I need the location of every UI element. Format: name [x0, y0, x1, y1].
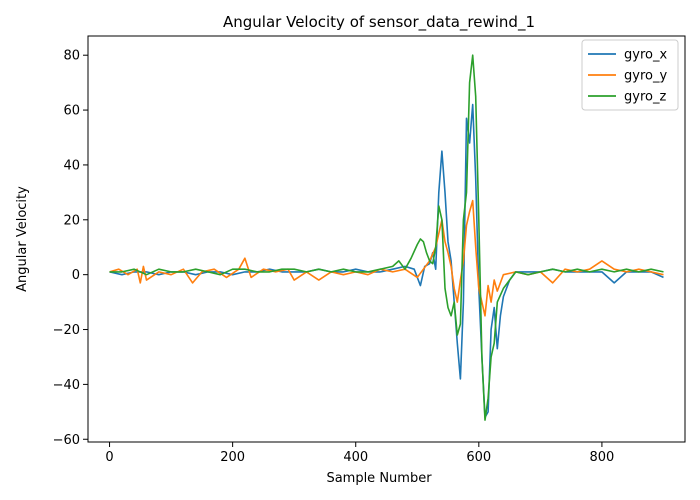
x-axis-label: Sample Number: [326, 471, 432, 486]
y-axis-label: Angular Velocity: [15, 186, 30, 292]
y-tick-label: 80: [63, 49, 80, 64]
y-tick-label: 20: [63, 213, 80, 228]
y-axis: −60 −40 −20 0 20 40 60 80: [53, 49, 88, 448]
legend-label-gyro-x: gyro_x: [624, 48, 667, 63]
legend: gyro_x gyro_y gyro_z: [581, 39, 679, 111]
y-tick-label: 0: [72, 268, 80, 283]
y-tick-label: −40: [53, 378, 80, 393]
series-line-gyro-z: [109, 54, 664, 421]
series-layer: [109, 54, 664, 421]
y-tick-label: 60: [63, 104, 80, 119]
y-tick-label: −20: [53, 323, 80, 338]
x-tick-label: 400: [343, 450, 368, 465]
x-tick-label: 0: [105, 450, 113, 465]
x-axis: 0 200 400 600 800: [105, 442, 614, 465]
x-tick-label: 600: [466, 450, 491, 465]
y-tick-label: 40: [63, 158, 80, 173]
legend-label-gyro-z: gyro_z: [624, 90, 666, 105]
y-tick-label: −60: [53, 433, 80, 448]
series-line-gyro-x: [109, 103, 664, 419]
plot-frame: [87, 35, 686, 443]
legend-box: [581, 39, 679, 111]
x-tick-label: 800: [589, 450, 614, 465]
x-tick-label: 200: [220, 450, 245, 465]
legend-label-gyro-y: gyro_y: [624, 69, 667, 84]
plot-area: [87, 35, 686, 443]
chart-title: Angular Velocity of sensor_data_rewind_1: [223, 13, 535, 32]
